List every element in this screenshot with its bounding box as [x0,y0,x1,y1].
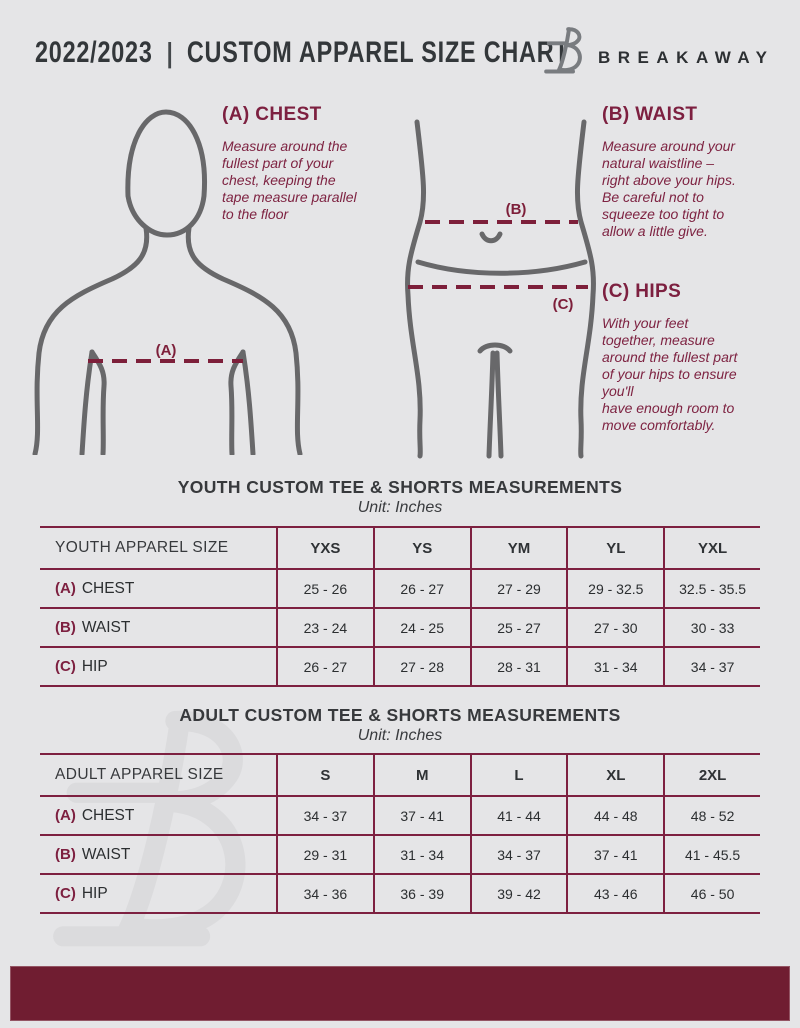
row-header: (B) WAIST [40,836,276,873]
waist-hips-measurement-figure: (B) (C) [405,119,596,459]
row-prefix: (B) [55,846,76,863]
row-label: WAIST [81,618,131,636]
column-header: ADULT APPAREL SIZE [55,766,224,783]
cell-value: 25 - 27 [469,609,567,646]
chest-instruction-heading: (A) CHEST [222,104,322,125]
cell-value: 48 - 52 [663,797,760,834]
cell-value: 27 - 28 [372,648,470,685]
table-header-row: YOUTH APPAREL SIZE YXS YS YM YL YXL [40,528,760,568]
row-label: CHEST [81,806,135,824]
table-row: (A) CHEST 34 - 37 37 - 41 41 - 44 44 - 4… [40,795,760,834]
cell-value: 30 - 33 [663,609,760,646]
column-header: XL [566,755,663,795]
row-label: CHEST [81,579,135,597]
row-label: HIP [81,657,108,675]
youth-size-table: YOUTH APPAREL SIZE YXS YS YM YL YXL (A) … [40,526,760,687]
cell-value: 32.5 - 35.5 [663,570,760,607]
row-header: (C) HIP [40,875,276,912]
season-year: 2022/2023 [35,36,153,69]
table-row: (B) WAIST 29 - 31 31 - 34 34 - 37 37 - 4… [40,834,760,873]
column-header: 2XL [663,755,760,795]
footer-accent-bar [10,966,790,1021]
row-header: (A) CHEST [40,797,276,834]
hips-instruction-body: With your feet together, measure around … [602,315,738,433]
cell-value: 39 - 42 [469,875,567,912]
column-header: M [372,755,470,795]
cell-value: 34 - 36 [276,875,373,912]
breakaway-b-logo-icon [540,25,584,77]
cell-value: 36 - 39 [372,875,470,912]
row-prefix: (C) [55,658,76,675]
adult-size-table: ADULT APPAREL SIZE S M L XL 2XL (A) CHES… [40,753,760,914]
cell-value: 25 - 26 [276,570,373,607]
cell-value: 27 - 30 [566,609,663,646]
column-header: YM [469,528,567,568]
table-header-row: ADULT APPAREL SIZE S M L XL 2XL [40,755,760,795]
hips-line-label: (C) [553,296,574,313]
column-header: YXS [276,528,373,568]
masthead: 2022/2023 | CUSTOM APPAREL SIZE CHART [35,36,569,70]
waist-instruction-body: Measure around your natural waistline – … [602,138,736,239]
chest-instruction-body: Measure around the fullest part of your … [222,138,357,222]
hips-instruction: (C) HIPS With your feet together, measur… [602,281,787,434]
cell-value: 27 - 29 [469,570,567,607]
chest-measurement-figure: (A) [32,109,303,455]
column-header: YXL [663,528,760,568]
youth-table-subtitle: Unit: Inches [357,499,443,516]
brand-name: BREAKAWAY [598,48,775,67]
cell-value: 37 - 41 [372,797,470,834]
cell-value: 29 - 31 [276,836,373,873]
chest-instruction: (A) CHEST Measure around the fullest par… [222,104,417,223]
row-header: (B) WAIST [40,609,276,646]
title-separator: | [166,37,173,68]
waist-instruction-heading: (B) WAIST [602,104,698,125]
row-prefix: (A) [55,807,76,824]
page-title: CUSTOM APPAREL SIZE CHART [186,36,570,69]
waist-instruction: (B) WAIST Measure around your natural wa… [602,104,787,240]
table-row: (C) HIP 26 - 27 27 - 28 28 - 31 31 - 34 … [40,646,760,685]
hips-instruction-heading: (C) HIPS [602,281,682,302]
cell-value: 34 - 37 [663,648,760,685]
column-header: S [276,755,373,795]
cell-value: 37 - 41 [566,836,663,873]
cell-value: 46 - 50 [663,875,760,912]
cell-value: 26 - 27 [276,648,373,685]
cell-value: 34 - 37 [276,797,373,834]
column-header: YOUTH APPAREL SIZE [55,539,229,556]
cell-value: 41 - 45.5 [663,836,760,873]
column-header: L [469,755,567,795]
cell-value: 43 - 46 [566,875,663,912]
youth-table-title: YOUTH CUSTOM TEE & SHORTS MEASUREMENTS [177,477,623,497]
cell-value: 23 - 24 [276,609,373,646]
row-header: (A) CHEST [40,570,276,607]
adult-table-subtitle: Unit: Inches [357,727,443,744]
cell-value: 41 - 44 [469,797,567,834]
column-header: YL [566,528,663,568]
brand-lockup: BREAKAWAY [540,25,774,77]
column-header: YS [372,528,470,568]
row-prefix: (A) [55,580,76,597]
row-label: HIP [81,884,108,902]
row-label: WAIST [81,845,131,863]
cell-value: 34 - 37 [469,836,567,873]
table-row: (C) HIP 34 - 36 36 - 39 39 - 42 43 - 46 … [40,873,760,912]
table-row: (B) WAIST 23 - 24 24 - 25 25 - 27 27 - 3… [40,607,760,646]
cell-value: 44 - 48 [566,797,663,834]
row-prefix: (B) [55,619,76,636]
waist-line-label: (B) [506,201,527,218]
cell-value: 24 - 25 [372,609,470,646]
cell-value: 29 - 32.5 [566,570,663,607]
cell-value: 31 - 34 [372,836,470,873]
cell-value: 31 - 34 [566,648,663,685]
cell-value: 28 - 31 [469,648,567,685]
chest-line-label: (A) [156,342,177,359]
adult-table-title: ADULT CUSTOM TEE & SHORTS MEASUREMENTS [179,705,621,725]
row-prefix: (C) [55,885,76,902]
row-header: (C) HIP [40,648,276,685]
table-row: (A) CHEST 25 - 26 26 - 27 27 - 29 29 - 3… [40,568,760,607]
cell-value: 26 - 27 [372,570,470,607]
